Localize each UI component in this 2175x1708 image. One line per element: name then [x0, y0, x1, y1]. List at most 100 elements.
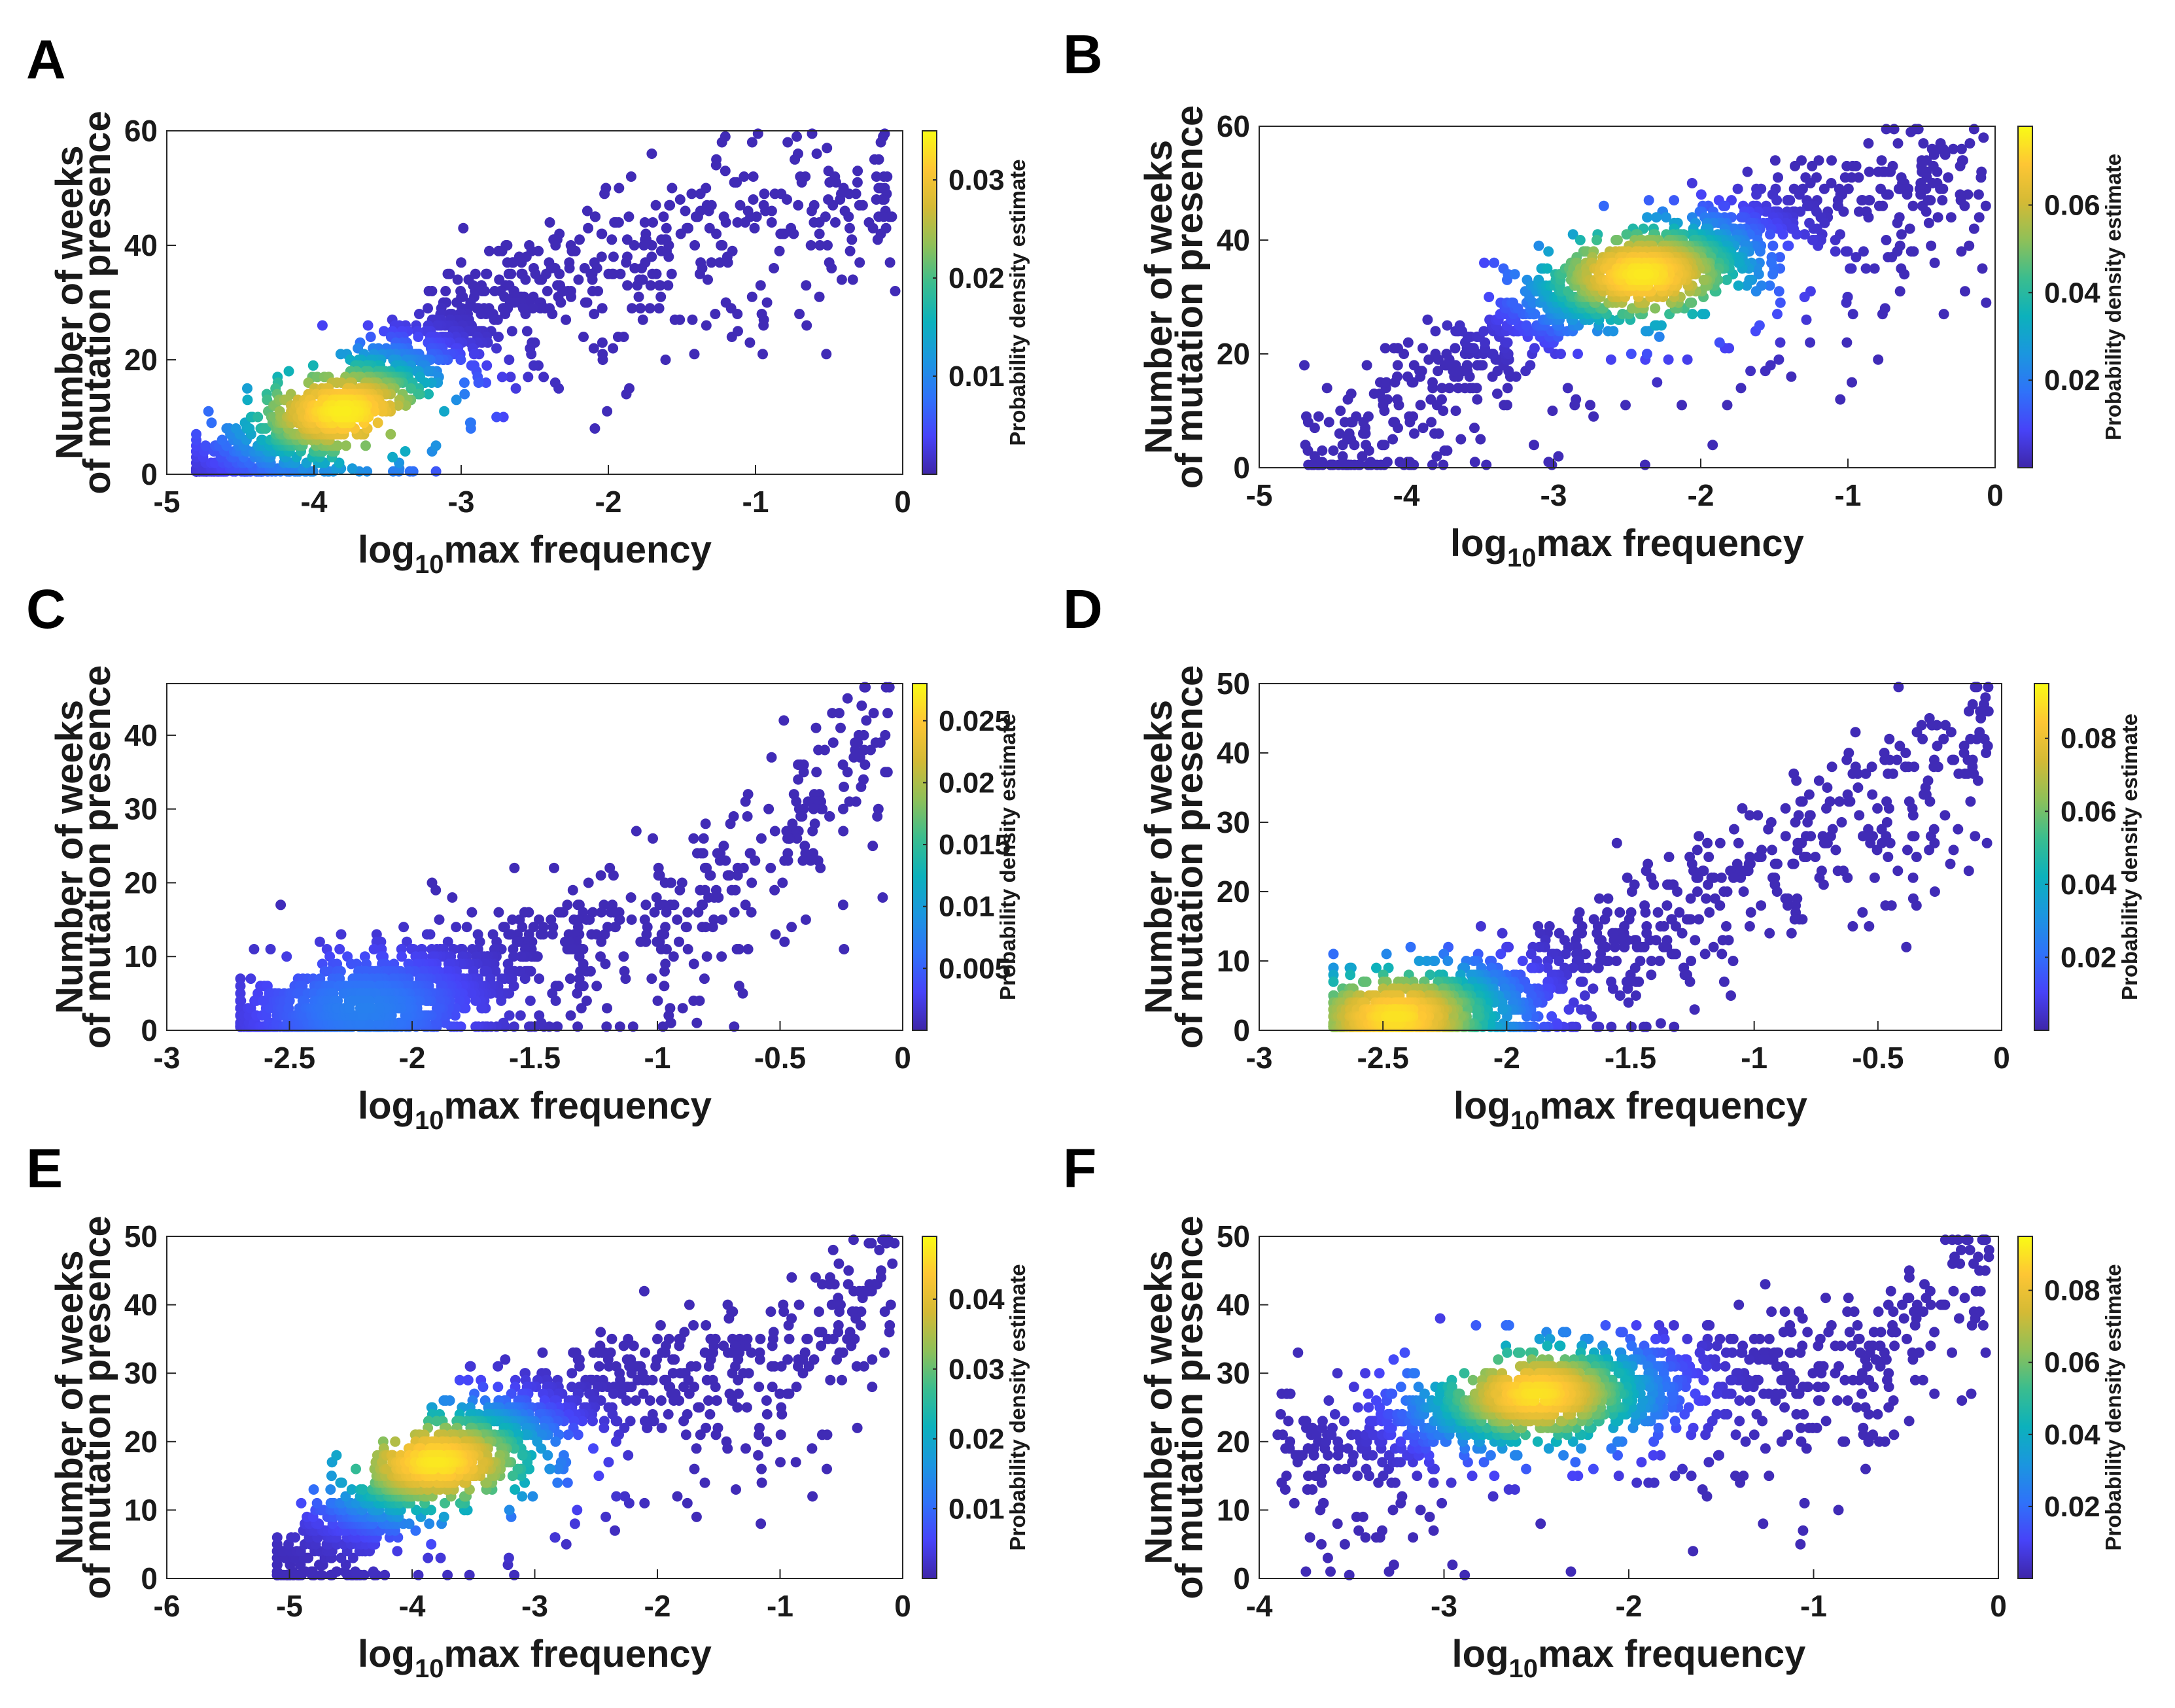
scatter-point [1974, 212, 1985, 223]
scatter-point [1841, 754, 1853, 765]
scatter-point [398, 922, 409, 933]
scatter-point [701, 951, 712, 962]
scatter-point [547, 309, 558, 319]
scatter-point [1654, 331, 1665, 342]
scatter-point [609, 217, 620, 228]
scatter-point [481, 268, 491, 279]
scatter-point [1789, 914, 1800, 925]
scatter-point [701, 320, 712, 331]
scatter-point [1430, 349, 1441, 359]
scatter-point [655, 291, 667, 302]
scatter-points-c [235, 682, 895, 1032]
scatter-point [1639, 459, 1650, 470]
scatter-point [873, 211, 884, 222]
scatter-point [491, 411, 502, 423]
scatter-point [1433, 428, 1444, 439]
y-tick-label: 60 [1217, 109, 1250, 143]
scatter-point [191, 428, 201, 440]
scatter-point [1392, 371, 1402, 382]
scatter-point [880, 767, 891, 778]
scatter-point [1883, 768, 1894, 779]
scatter-point [1980, 200, 1991, 211]
scatter-point [706, 257, 717, 268]
scatter-point [1923, 217, 1934, 228]
scatter-points-a [191, 128, 901, 477]
scatter-point [1652, 377, 1663, 388]
scatter-point [602, 1003, 612, 1014]
x-tick-label: -4 [301, 485, 328, 519]
scatter-point [821, 349, 832, 360]
scatter-point [655, 245, 667, 256]
scatter-point [1839, 172, 1851, 183]
scatter-point [1722, 400, 1733, 411]
scatter-point [586, 929, 597, 940]
scatter-point [1873, 166, 1884, 177]
scatter-point [806, 205, 817, 217]
scatter-point [807, 128, 818, 139]
scatter-point [652, 995, 663, 1006]
x-axis-label-c: log10max frequency [358, 1085, 712, 1135]
scatter-point [526, 349, 537, 360]
scatter-point [567, 884, 578, 896]
scatter-point [1733, 837, 1744, 848]
scatter-point [1894, 286, 1905, 297]
scatter-point [1672, 886, 1683, 897]
scatter-point [1940, 149, 1951, 160]
scatter-point [1472, 394, 1483, 405]
scatter-point [519, 973, 531, 985]
scatter-point [871, 171, 882, 182]
scatter-point [693, 907, 704, 918]
scatter-point [528, 360, 539, 371]
scatter-point [1830, 235, 1841, 245]
y-tick-label: 40 [124, 228, 158, 262]
scatter-point [1643, 195, 1654, 206]
scatter-point [1728, 956, 1739, 966]
scatter-point [1662, 879, 1673, 890]
scatter-point [1769, 155, 1781, 166]
scatter-point [459, 377, 470, 388]
scatter-point [882, 708, 893, 719]
scatter-point [1924, 845, 1935, 856]
scatter-point [1771, 886, 1783, 897]
scatter-point [1492, 388, 1503, 399]
scatter-point [1735, 383, 1747, 394]
scatter-point [792, 131, 802, 142]
scatter-point [682, 907, 693, 918]
scatter-point [249, 944, 260, 954]
scatter-point [561, 314, 572, 325]
scatter-point [404, 466, 415, 477]
scatter-point [809, 217, 820, 228]
scatter-point [1614, 907, 1626, 918]
scatter-point [1611, 837, 1622, 848]
scatter-point [632, 280, 643, 291]
scatter-point [649, 907, 660, 918]
scatter-point [775, 228, 786, 239]
scatter-point [620, 973, 631, 985]
scatter-point [595, 870, 606, 881]
scatter-point [591, 981, 602, 992]
scatter-point [1598, 200, 1609, 211]
x-axis-label-prefix: log [358, 1085, 415, 1127]
scatter-point [1926, 720, 1938, 731]
scatter-point [1543, 457, 1554, 468]
scatter-point [725, 303, 737, 314]
panel-letter-b: B [1063, 24, 1103, 85]
scatter-point [1766, 257, 1777, 268]
scatter-point [1822, 782, 1833, 793]
scatter-point [1299, 360, 1310, 371]
scatter-point [1696, 189, 1707, 200]
scatter-point [769, 884, 780, 896]
scatter-point [742, 811, 753, 822]
scatter-point [844, 188, 854, 200]
scatter-point [757, 349, 768, 360]
scatter-point [714, 855, 725, 866]
scatter-point [1631, 941, 1643, 952]
scatter-point [667, 183, 678, 194]
scatter-point [1754, 320, 1765, 331]
scatter-point [505, 372, 516, 383]
scatter-point [550, 240, 561, 251]
scatter-point [879, 171, 889, 182]
colorbar-tick-label: 0.06 [2044, 189, 2100, 221]
scatter-point [456, 257, 466, 268]
scatter-point [1867, 789, 1878, 800]
